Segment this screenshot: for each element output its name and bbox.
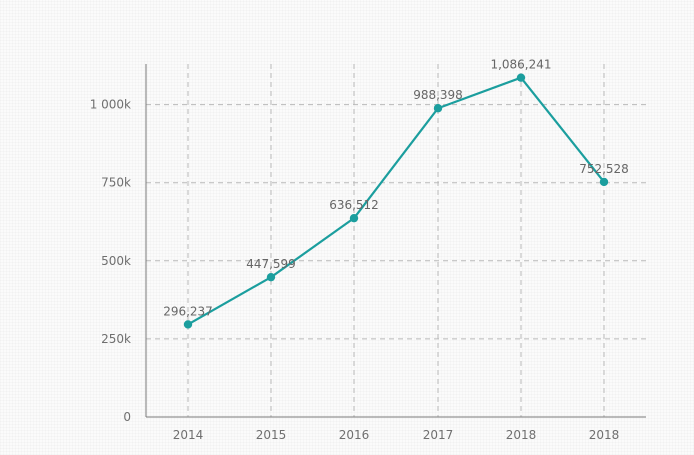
x-tick-label: 2018 <box>589 428 620 442</box>
data-label: 1,086,241 <box>490 58 551 72</box>
data-point <box>183 320 193 329</box>
y-tick-label: 750k <box>101 176 131 190</box>
series-line <box>187 76 605 326</box>
x-tick-label: 2018 <box>506 428 537 442</box>
axes <box>145 64 646 418</box>
y-tick-label: 1 000k <box>90 98 131 112</box>
x-tick-label: 2014 <box>173 428 204 442</box>
data-label: 752,528 <box>579 162 629 176</box>
data-label: 447,599 <box>246 257 296 271</box>
y-axis-tick-labels: 0 250k 500k 750k 1 000k <box>90 98 131 424</box>
data-point <box>266 272 276 282</box>
series-line-group <box>187 76 605 326</box>
y-tick-label: 500k <box>101 254 131 268</box>
data-point <box>349 213 359 223</box>
data-point <box>433 104 443 113</box>
y-tick-label: 0 <box>123 410 131 424</box>
data-points <box>183 73 609 329</box>
grid <box>146 64 646 417</box>
data-label: 988,398 <box>413 88 463 102</box>
x-tick-label: 2017 <box>423 428 454 442</box>
data-labels: 296,237 447,599 636,512 988,398 1,086,241 752… <box>163 58 629 319</box>
y-tick-label: 250k <box>101 332 131 346</box>
data-point <box>516 73 526 82</box>
data-point <box>599 177 609 187</box>
data-label: 296,237 <box>163 304 213 318</box>
x-tick-label: 2016 <box>339 428 370 442</box>
data-label: 636,512 <box>329 198 379 212</box>
x-axis-tick-labels: 2014 2015 2016 2017 2018 2018 <box>173 428 620 442</box>
x-tick-label: 2015 <box>256 428 287 442</box>
